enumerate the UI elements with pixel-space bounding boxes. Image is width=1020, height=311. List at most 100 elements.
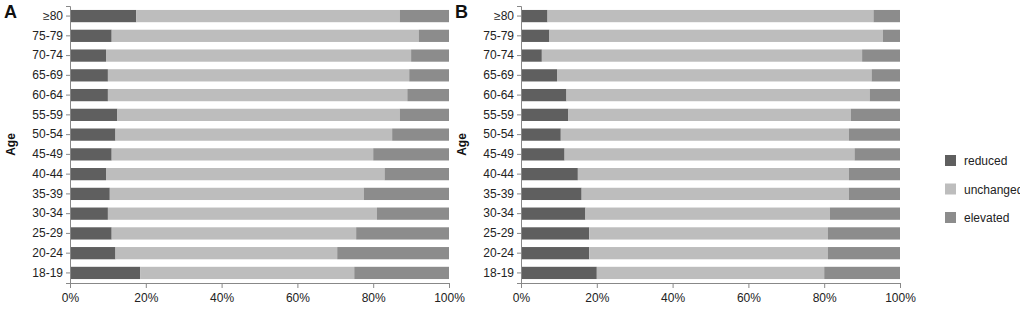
tick-mark (66, 253, 70, 254)
bar-segment (565, 148, 855, 160)
bar-segment (521, 227, 589, 239)
tick-label: 45-49 (483, 147, 514, 161)
bar-segment (521, 148, 565, 160)
legend-swatch (945, 212, 956, 223)
tick: 35-39 (32, 187, 70, 201)
tick: 40-44 (32, 167, 70, 181)
tick-label: 55-59 (483, 108, 514, 122)
axis-line (522, 284, 901, 289)
tick: 40-44 (483, 167, 521, 181)
bar-segment (70, 128, 115, 140)
tick-mark (824, 283, 825, 288)
chart-root: 0%20%40%60%80%100%18-1920-2425-2930-3435… (0, 0, 1020, 311)
tick: 100% (885, 283, 916, 305)
tick-mark (297, 283, 298, 288)
bar-segment (70, 247, 115, 259)
tick-label: 30-34 (32, 206, 63, 220)
bar-segment (112, 227, 356, 239)
bar-segment (385, 168, 449, 180)
bar-segment (110, 188, 364, 200)
bar-segment (70, 10, 136, 22)
tick-label: 60-64 (32, 88, 63, 102)
tick-label: 65-69 (483, 68, 514, 82)
tick-mark (66, 154, 70, 155)
tick-mark (66, 213, 70, 214)
tick: ≥80 (494, 9, 521, 23)
tick: 18-19 (483, 266, 521, 280)
bar-segment (136, 10, 399, 22)
tick-mark (517, 213, 521, 214)
tick: 45-49 (483, 147, 521, 161)
tick-label: 40-44 (483, 167, 514, 181)
tick-label: 20% (134, 291, 158, 305)
bar-segment (140, 267, 354, 279)
tick: 70-74 (483, 48, 521, 62)
tick-label: 0% (62, 291, 80, 305)
tick: 45-49 (32, 147, 70, 161)
bar-segment (115, 247, 337, 259)
tick-label: ≥80 (43, 9, 63, 23)
bar-segment (70, 188, 110, 200)
bar-segment (70, 109, 117, 121)
bar-segment (549, 30, 883, 42)
bar-segment (855, 148, 900, 160)
tick-mark (900, 283, 901, 288)
bar-segment (872, 69, 900, 81)
tick: 35-39 (483, 187, 521, 201)
bar-segment (566, 89, 869, 101)
tick-mark (66, 75, 70, 76)
bar-segment (70, 168, 106, 180)
y-axis: 18-1920-2425-2930-3435-3940-4445-4950-54… (32, 7, 70, 284)
tick-mark (517, 193, 521, 194)
panel-title: A (4, 2, 17, 22)
bar-segment (411, 49, 449, 61)
axis-title: Age (455, 133, 469, 156)
bar-segment (849, 168, 900, 180)
legend-label: reduced (964, 154, 1007, 168)
tick-label: ≥80 (494, 9, 514, 23)
bar-segment (873, 10, 900, 22)
tick: 80% (362, 283, 386, 305)
tick-label: 45-49 (32, 147, 63, 161)
legend-label: elevated (964, 211, 1009, 225)
bar-segment (106, 49, 411, 61)
tick-label: 80% (813, 291, 837, 305)
tick-mark (222, 283, 223, 288)
bar-segment (377, 208, 449, 220)
bar-segment (521, 208, 585, 220)
legend-label: unchanged (964, 183, 1020, 197)
tick-label: 0% (513, 291, 531, 305)
tick: 60-64 (32, 88, 70, 102)
tick: 25-29 (483, 226, 521, 240)
bar-segment (364, 188, 449, 200)
tick-label: 40% (661, 291, 685, 305)
bar-segment (849, 128, 900, 140)
tick-label: 75-79 (32, 29, 63, 43)
bar-segment (70, 227, 112, 239)
tick-mark (517, 134, 521, 135)
tick-mark (517, 233, 521, 234)
bar-segment (70, 208, 108, 220)
bar-segment (521, 69, 557, 81)
bar-segment (568, 109, 850, 121)
bar-segment (521, 30, 549, 42)
tick-label: 60% (286, 291, 310, 305)
axis-line (517, 7, 522, 284)
bar-segment (356, 227, 449, 239)
bar-segment (354, 267, 449, 279)
panel: 0%20%40%60%80%100%18-1920-2425-2930-3435… (455, 2, 916, 305)
tick-mark (66, 95, 70, 96)
bar-segment (108, 208, 377, 220)
bar-segment (824, 267, 900, 279)
tick-label: 18-19 (32, 266, 63, 280)
bar-segment (373, 148, 449, 160)
bar-segment (70, 49, 106, 61)
tick-mark (449, 283, 450, 288)
tick: 65-69 (483, 68, 521, 82)
tick-mark (517, 253, 521, 254)
tick-mark (517, 272, 521, 273)
legend: reduced unchanged elevated (945, 154, 1020, 225)
tick: 40% (661, 283, 685, 305)
tick-mark (66, 55, 70, 56)
bar-segment (400, 10, 449, 22)
